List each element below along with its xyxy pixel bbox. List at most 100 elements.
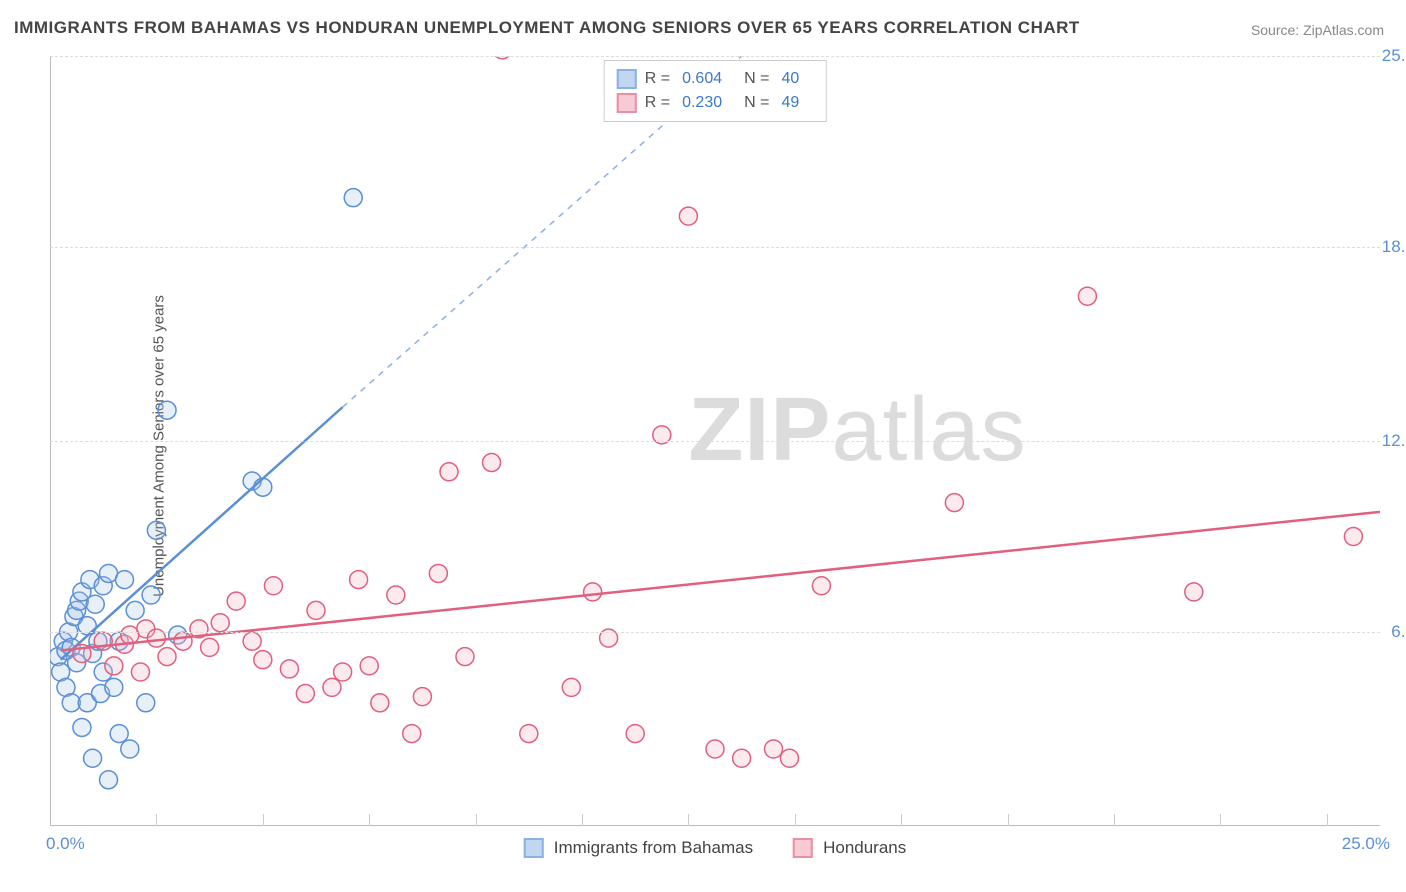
y-tick-label: 25.0% [1360,46,1406,66]
x-minor-tick [1220,814,1221,826]
data-point-hondurans [307,601,325,619]
data-point-hondurans [765,740,783,758]
data-point-bahamas [254,478,272,496]
data-point-hondurans [562,678,580,696]
data-point-hondurans [174,632,192,650]
data-point-hondurans [1344,527,1362,545]
data-point-hondurans [371,694,389,712]
data-point-hondurans [440,463,458,481]
data-point-bahamas [115,571,133,589]
swatch-icon [617,69,637,89]
x-minor-tick [1114,814,1115,826]
data-point-bahamas [86,595,104,613]
data-point-hondurans [429,564,447,582]
x-tick-start: 0.0% [46,834,85,854]
data-point-hondurans [296,685,314,703]
legend-label: Hondurans [823,838,906,858]
data-point-hondurans [520,725,538,743]
data-point-hondurans [105,657,123,675]
data-point-hondurans [413,688,431,706]
data-point-hondurans [387,586,405,604]
n-label: N = [744,70,769,88]
x-minor-tick [901,814,902,826]
data-point-hondurans [626,725,644,743]
data-point-bahamas [137,694,155,712]
data-point-hondurans [243,632,261,650]
data-point-bahamas [105,678,123,696]
x-minor-tick [688,814,689,826]
data-point-hondurans [483,454,501,472]
x-tick-end: 25.0% [1342,834,1390,854]
x-minor-tick [1008,814,1009,826]
x-minor-tick [156,814,157,826]
data-point-bahamas [344,189,362,207]
data-point-hondurans [158,648,176,666]
data-point-hondurans [1185,583,1203,601]
data-point-bahamas [100,771,118,789]
data-point-hondurans [780,749,798,767]
data-point-hondurans [254,651,272,669]
grid-line [50,441,1380,442]
data-point-bahamas [126,601,144,619]
r-value: 0.604 [682,70,722,88]
data-point-hondurans [360,657,378,675]
y-tick-label: 6.3% [1360,622,1406,642]
data-point-hondurans [350,571,368,589]
data-point-bahamas [147,521,165,539]
legend-stat-row-bahamas: R = 0.604 N = 40 [617,67,814,91]
data-point-hondurans [280,660,298,678]
r-value: 0.230 [682,94,722,112]
n-label: N = [744,94,769,112]
x-minor-tick [476,814,477,826]
data-point-hondurans [323,678,341,696]
data-point-hondurans [334,663,352,681]
data-point-hondurans [227,592,245,610]
data-point-bahamas [110,725,128,743]
grid-line [50,632,1380,633]
data-point-hondurans [733,749,751,767]
data-point-hondurans [131,663,149,681]
legend-stats: R = 0.604 N = 40 R = 0.230 N = 49 [604,60,827,122]
data-point-hondurans [456,648,474,666]
trend-line-hondurans [61,512,1380,651]
data-point-bahamas [121,740,139,758]
data-point-hondurans [1078,287,1096,305]
y-tick-label: 18.8% [1360,237,1406,257]
data-point-hondurans [403,725,421,743]
data-point-hondurans [201,638,219,656]
legend-label: Immigrants from Bahamas [554,838,753,858]
data-point-bahamas [158,401,176,419]
legend-item-bahamas: Immigrants from Bahamas [524,838,753,858]
legend-item-hondurans: Hondurans [793,838,906,858]
n-value: 49 [781,94,799,112]
legend-series: Immigrants from Bahamas Hondurans [524,838,907,858]
source-label: Source: ZipAtlas.com [1251,22,1384,38]
swatch-icon [793,838,813,858]
data-point-bahamas [142,586,160,604]
x-minor-tick [1327,814,1328,826]
x-minor-tick [263,814,264,826]
data-point-hondurans [706,740,724,758]
x-minor-tick [795,814,796,826]
r-label: R = [645,94,670,112]
scatter-plot-area: ZIPatlas R =0.604N =40R =0.230N =49 0.0%… [50,56,1380,826]
data-point-hondurans [945,494,963,512]
data-point-hondurans [584,583,602,601]
grid-line [50,56,1380,57]
x-minor-tick [369,814,370,826]
swatch-icon [617,93,637,113]
data-point-hondurans [679,207,697,225]
data-point-bahamas [84,749,102,767]
r-label: R = [645,70,670,88]
n-value: 40 [781,70,799,88]
grid-line [50,247,1380,248]
data-point-hondurans [264,577,282,595]
legend-stat-row-hondurans: R = 0.230 N = 49 [617,91,814,115]
x-minor-tick [582,814,583,826]
y-tick-label: 12.5% [1360,431,1406,451]
data-point-bahamas [73,718,91,736]
swatch-icon [524,838,544,858]
data-point-hondurans [211,614,229,632]
data-point-hondurans [812,577,830,595]
chart-title: IMMIGRANTS FROM BAHAMAS VS HONDURAN UNEM… [14,18,1080,38]
